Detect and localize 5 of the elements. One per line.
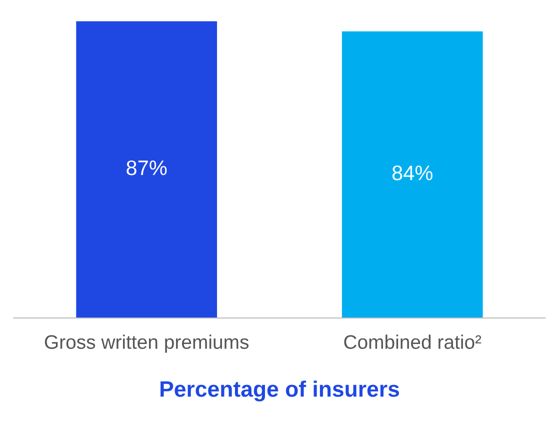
x-tick-label: Gross written premiums <box>44 334 249 353</box>
data-label: 87% <box>126 160 167 176</box>
data-label: 84% <box>392 166 432 180</box>
x-axis-title: Percentage of insurers <box>160 380 399 402</box>
x-tick-label: Combined ratio² <box>344 334 482 349</box>
